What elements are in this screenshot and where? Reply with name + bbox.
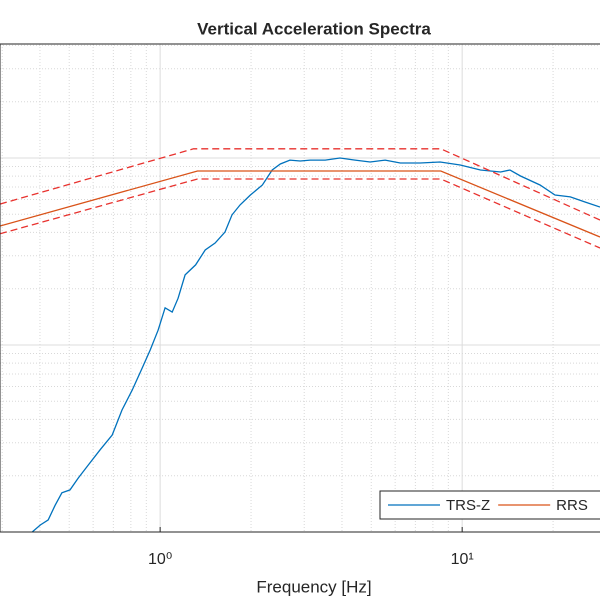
data-line	[31, 157, 600, 532]
data-line	[0, 170, 600, 238]
plot-lines	[0, 148, 600, 532]
x-axis-label: Frequency [Hz]	[256, 577, 371, 596]
legend-label: RRS	[556, 497, 588, 514]
axes-box	[0, 43, 600, 533]
legend: TRS-Z RRS	[379, 490, 600, 520]
legend-label: TRS-Z	[446, 497, 490, 514]
data-line	[0, 148, 600, 221]
chart-title: Vertical Acceleration Spectra	[197, 19, 431, 38]
x-tick-label: 10⁰	[148, 551, 172, 568]
data-line	[0, 178, 600, 249]
grid: 10⁰ 10¹	[0, 44, 600, 568]
x-tick-label: 10¹	[451, 551, 474, 568]
